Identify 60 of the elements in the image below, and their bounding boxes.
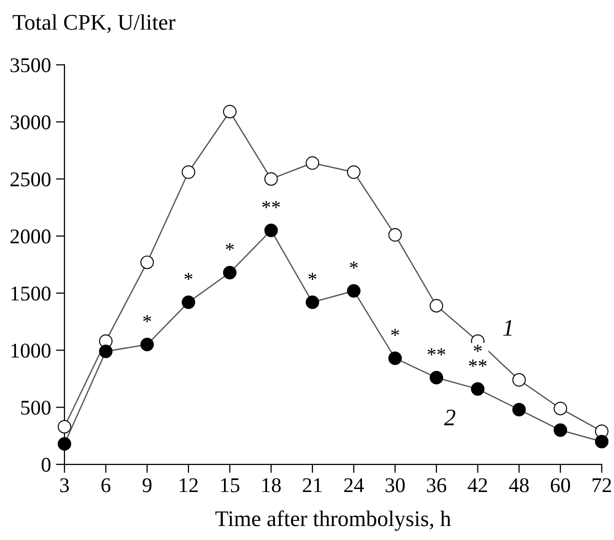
y-axis-title: Total CPK, U/liter [12,14,176,34]
annotation: * ** [468,344,487,367]
annotation: * [391,328,400,336]
point [430,370,444,384]
point [140,338,154,352]
series-label: 2 [444,410,456,426]
point [306,296,320,310]
annotation: * [226,243,234,250]
point [554,423,568,437]
x-tick-label: 48 [509,478,529,492]
point [471,382,484,396]
point [347,165,360,179]
point [223,266,237,280]
point [554,402,568,416]
x-tick-label: 72 [592,478,611,492]
annotation: ** [428,348,446,356]
annotation: * [184,272,192,280]
point [512,402,526,416]
x-axis-title: Time after thrombolysis, h [215,510,451,531]
point [182,296,196,310]
x-tick-label: 15 [221,478,240,492]
point [140,256,154,270]
point [347,284,360,298]
point [430,298,444,312]
x-tick-label: 18 [262,478,281,492]
point [58,420,72,434]
y-tick-label: 3000 [10,115,50,130]
x-tick-label: 12 [180,478,198,492]
x-tick-label: 42 [468,478,488,492]
point [58,437,72,451]
x-tick-label: 36 [426,478,446,492]
point [306,156,320,170]
annotation: * [143,315,152,322]
y-tick-label: 1500 [11,286,50,301]
point [594,434,608,448]
y-tick-label: 2000 [10,229,50,244]
x-tick-label: 24 [344,478,364,492]
y-tick-label: 3500 [10,58,50,72]
annotation: * [308,272,316,280]
point [223,104,237,118]
point [264,224,278,238]
x-tick-label: 9 [142,478,152,492]
point [264,172,278,186]
y-tick-label: 1000 [11,344,50,358]
x-tick-label: 60 [550,478,570,492]
x-tick-label: 6 [101,478,110,492]
series-label: 1 [503,320,512,336]
annotation: * [350,261,358,269]
x-tick-label: 30 [386,478,405,492]
point [99,344,113,358]
point [512,373,526,387]
x-tick-label: 3 [60,478,69,492]
point [182,165,196,179]
x-tick-label: 21 [302,478,322,492]
annotation: ** [262,200,280,208]
y-tick-label: 2500 [10,172,50,186]
point [388,228,402,242]
y-tick-label: 500 [21,400,50,415]
y-tick-label: 0 [42,458,50,472]
point [388,351,402,365]
